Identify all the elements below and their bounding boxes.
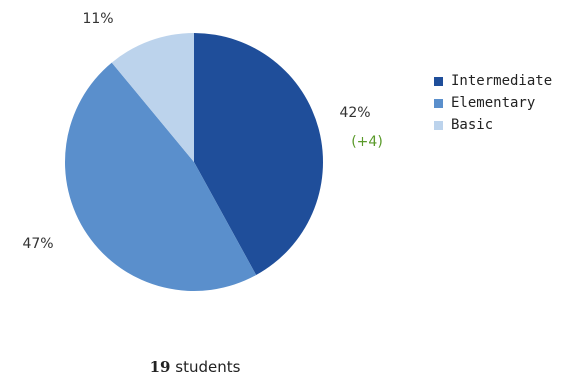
pie-slice-elementary [65, 62, 257, 291]
pie-chart: 42% (+4) 47% 11% [22, 11, 383, 291]
legend-label-basic: Basic [451, 117, 494, 133]
pie-slice-intermediate [194, 33, 323, 276]
legend-label-elementary: Elementary [451, 95, 536, 111]
pie-delta-intermediate: (+4) [351, 134, 383, 150]
legend-item-basic: Basic [434, 114, 552, 136]
pie-slice-basic [111, 33, 194, 162]
legend-label-intermediate: Intermediate [451, 73, 553, 89]
chart-legend: Intermediate Elementary Basic [434, 70, 552, 136]
legend-swatch-intermediate [434, 76, 443, 86]
pie-slices [65, 33, 323, 291]
student-count-unit: students [175, 358, 241, 376]
legend-swatch-basic [434, 120, 443, 130]
legend-item-elementary: Elementary [434, 92, 552, 114]
legend-item-intermediate: Intermediate [434, 70, 552, 92]
pie-labels: 42% (+4) 47% 11% [22, 11, 382, 252]
student-count: 19 students [0, 358, 390, 376]
pie-label-basic: 11% [82, 11, 113, 27]
student-count-number: 19 [149, 358, 171, 376]
pie-label-intermediate: 42% [339, 105, 370, 121]
legend-swatch-elementary [434, 98, 443, 108]
pie-label-elementary: 47% [22, 236, 53, 252]
